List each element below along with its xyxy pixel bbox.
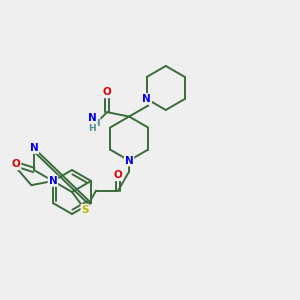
Text: H: H <box>88 124 96 133</box>
Text: O: O <box>114 170 122 180</box>
Text: N: N <box>125 156 134 166</box>
Text: N: N <box>29 143 38 153</box>
Text: O: O <box>103 87 112 98</box>
Text: H: H <box>92 119 100 128</box>
Text: S: S <box>81 205 89 215</box>
Text: N: N <box>142 94 151 104</box>
Text: O: O <box>12 159 20 169</box>
Text: N: N <box>88 113 97 123</box>
Text: N: N <box>49 176 57 186</box>
